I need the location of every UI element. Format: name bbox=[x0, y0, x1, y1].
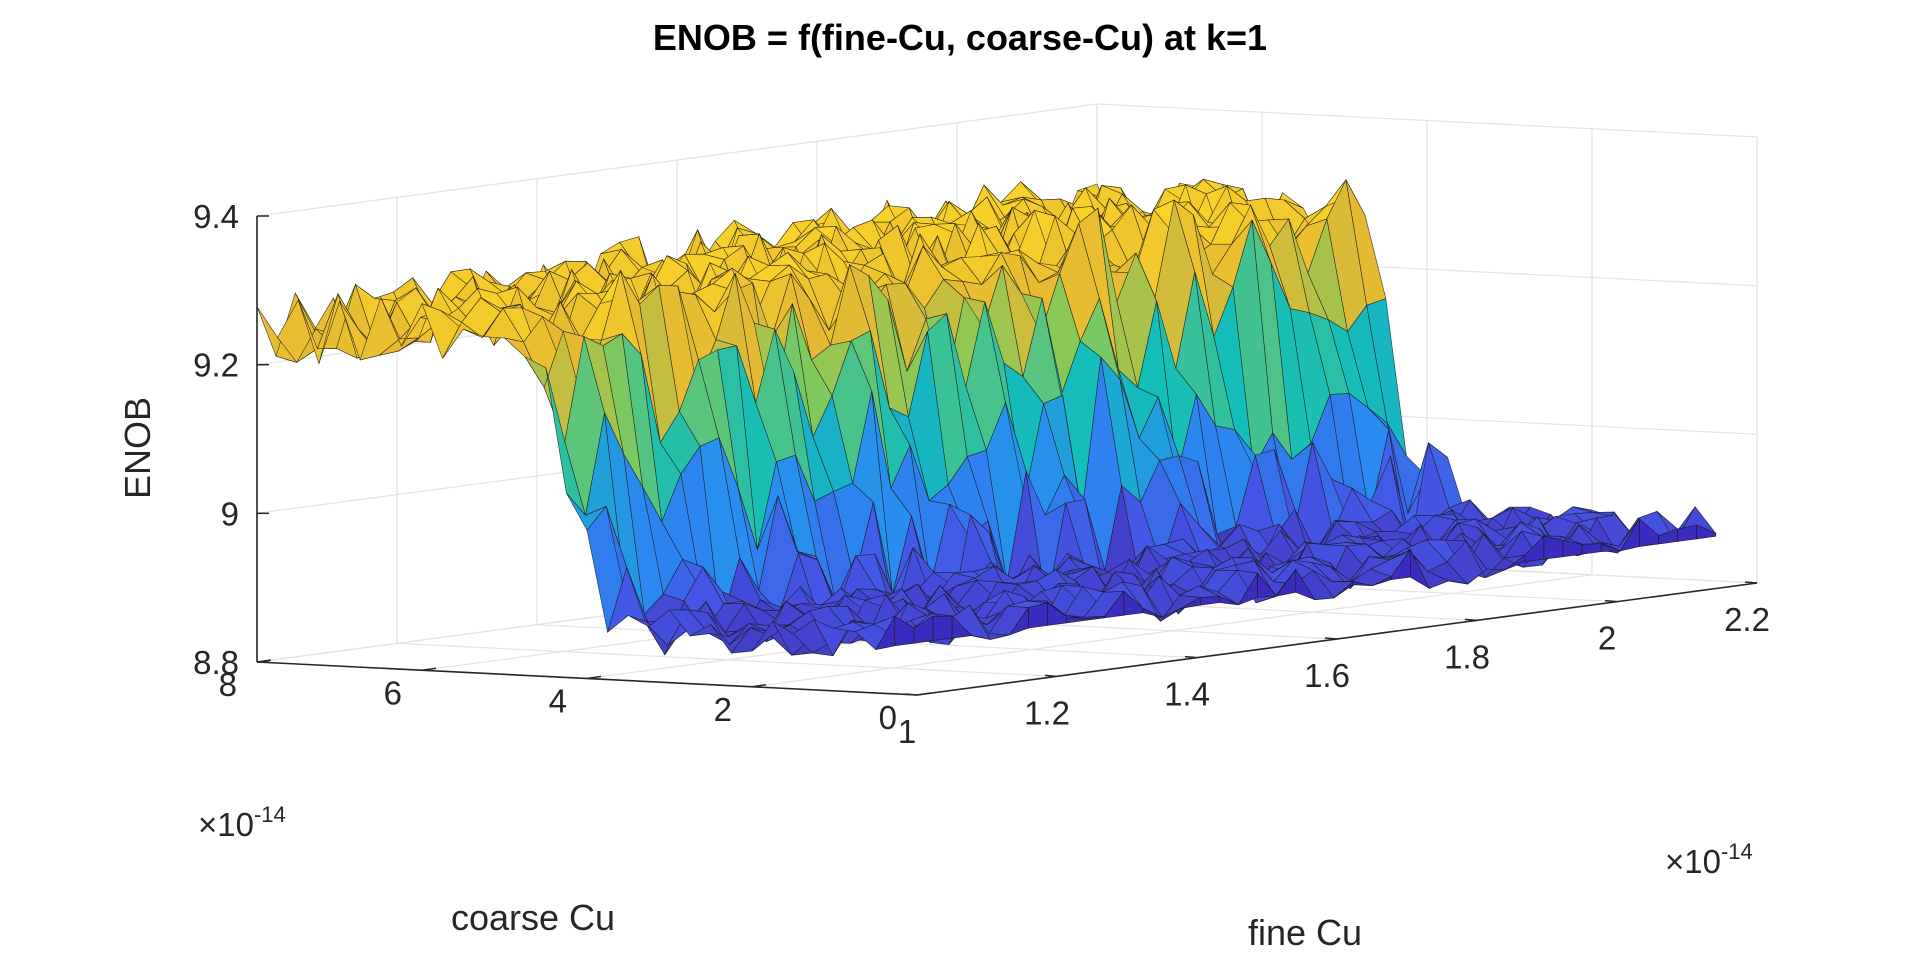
y-tick-label: 4 bbox=[549, 683, 567, 720]
y-tick-mark bbox=[917, 693, 931, 695]
surface-skirt bbox=[933, 616, 952, 641]
y-exponent-power: -14 bbox=[254, 802, 286, 827]
x-tick-label: 1.2 bbox=[1024, 694, 1070, 731]
surface-skirt bbox=[1582, 544, 1601, 555]
y-exponent-base: ×10 bbox=[198, 806, 254, 843]
x-exponent-label: ×10-14 bbox=[1665, 839, 1753, 880]
x-tick-mark bbox=[1185, 657, 1197, 658]
x-exponent-base: ×10 bbox=[1665, 843, 1721, 880]
z-tick-label: 9.2 bbox=[193, 347, 239, 384]
x-tick-label: 1.6 bbox=[1304, 657, 1350, 694]
x-tick-mark bbox=[1605, 601, 1617, 602]
z-tick-label: 9 bbox=[221, 495, 239, 532]
y-tick-label: 6 bbox=[384, 674, 402, 711]
x-tick-mark bbox=[1045, 675, 1057, 676]
y-tick-mark bbox=[587, 677, 601, 679]
x-exponent-power: -14 bbox=[1721, 839, 1753, 864]
z-tick-label: 9.4 bbox=[193, 198, 239, 235]
z-tick-label: 8.8 bbox=[193, 644, 239, 681]
x-tick-label: 1.8 bbox=[1444, 638, 1490, 675]
x-axis-label: fine Cu bbox=[1248, 912, 1362, 953]
x-tick-label: 2.2 bbox=[1724, 601, 1770, 638]
y-tick-mark bbox=[752, 685, 766, 687]
surface-skirt bbox=[1544, 536, 1563, 559]
y-axis-label: coarse Cu bbox=[451, 897, 615, 938]
x-tick-label: 1.4 bbox=[1164, 676, 1210, 713]
x-tick-label: 1 bbox=[898, 713, 916, 750]
y-exponent-label: ×10-14 bbox=[198, 802, 286, 843]
z-axis-label: ENOB bbox=[117, 397, 158, 499]
surface-skirt bbox=[1200, 597, 1219, 606]
y-tick-label: 2 bbox=[714, 691, 732, 728]
y-tick-label: 0 bbox=[879, 699, 897, 736]
x-tick-mark bbox=[1325, 638, 1337, 639]
y-tick-mark bbox=[422, 668, 436, 670]
chart-title: ENOB = f(fine-Cu, coarse-Cu) at k=1 bbox=[653, 17, 1267, 58]
x-tick-label: 2 bbox=[1598, 620, 1616, 657]
surface-mesh bbox=[257, 179, 1716, 656]
x-tick-mark bbox=[1745, 582, 1757, 583]
x-tick-mark bbox=[1465, 619, 1477, 620]
x-tick-mark bbox=[905, 694, 917, 695]
